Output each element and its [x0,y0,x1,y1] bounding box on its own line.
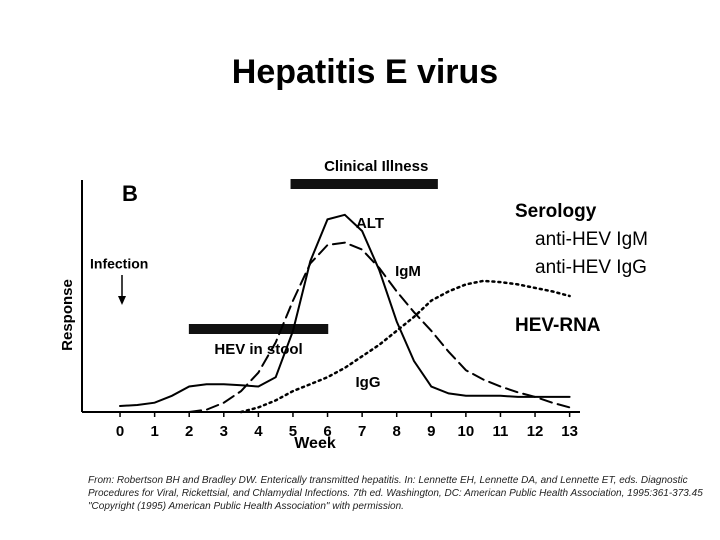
panel-label: B [122,181,138,206]
serology-heading: Serology [515,201,597,222]
x-tick-label: 11 [493,423,509,440]
period-bar [188,324,329,334]
annotation: Infection [90,256,148,272]
period-label: Clinical Illness [324,158,428,175]
x-tick-label: 12 [527,423,544,440]
period-label: HEV in stool [214,341,302,358]
x-tick-label: 3 [220,423,228,440]
series-label: IgG [356,374,381,391]
slide-title: Hepatitis E virus [232,53,498,91]
series-label: IgM [395,263,421,280]
x-tick-label: 4 [254,423,263,440]
x-tick-label: 6 [323,423,331,440]
series-line [119,213,571,407]
x-tick-label: 2 [185,423,193,440]
series-label: ALT [356,215,384,232]
x-tick-label: 0 [116,423,124,440]
x-tick-label: 8 [393,423,401,440]
x-tick-label: 13 [561,423,578,440]
x-axis-title: Week [294,435,336,452]
y-axis-title: Response [59,279,76,351]
series-line [239,279,571,414]
hev-rna-label: HEV-RNA [515,315,601,336]
period-bar [290,179,438,189]
x-tick-label: 9 [427,423,435,440]
series-line [188,241,571,413]
x-tick-label: 5 [289,423,297,440]
x-tick-label: 10 [458,423,475,440]
source-citation: From: Robertson BH and Bradley DW. Enter… [88,475,703,512]
serology-item: anti-HEV IgM [535,229,648,250]
annotation-arrowhead [118,296,126,305]
x-tick-label: 1 [150,423,158,440]
x-tick-label: 7 [358,423,366,440]
serology-item: anti-HEV IgG [535,257,647,278]
